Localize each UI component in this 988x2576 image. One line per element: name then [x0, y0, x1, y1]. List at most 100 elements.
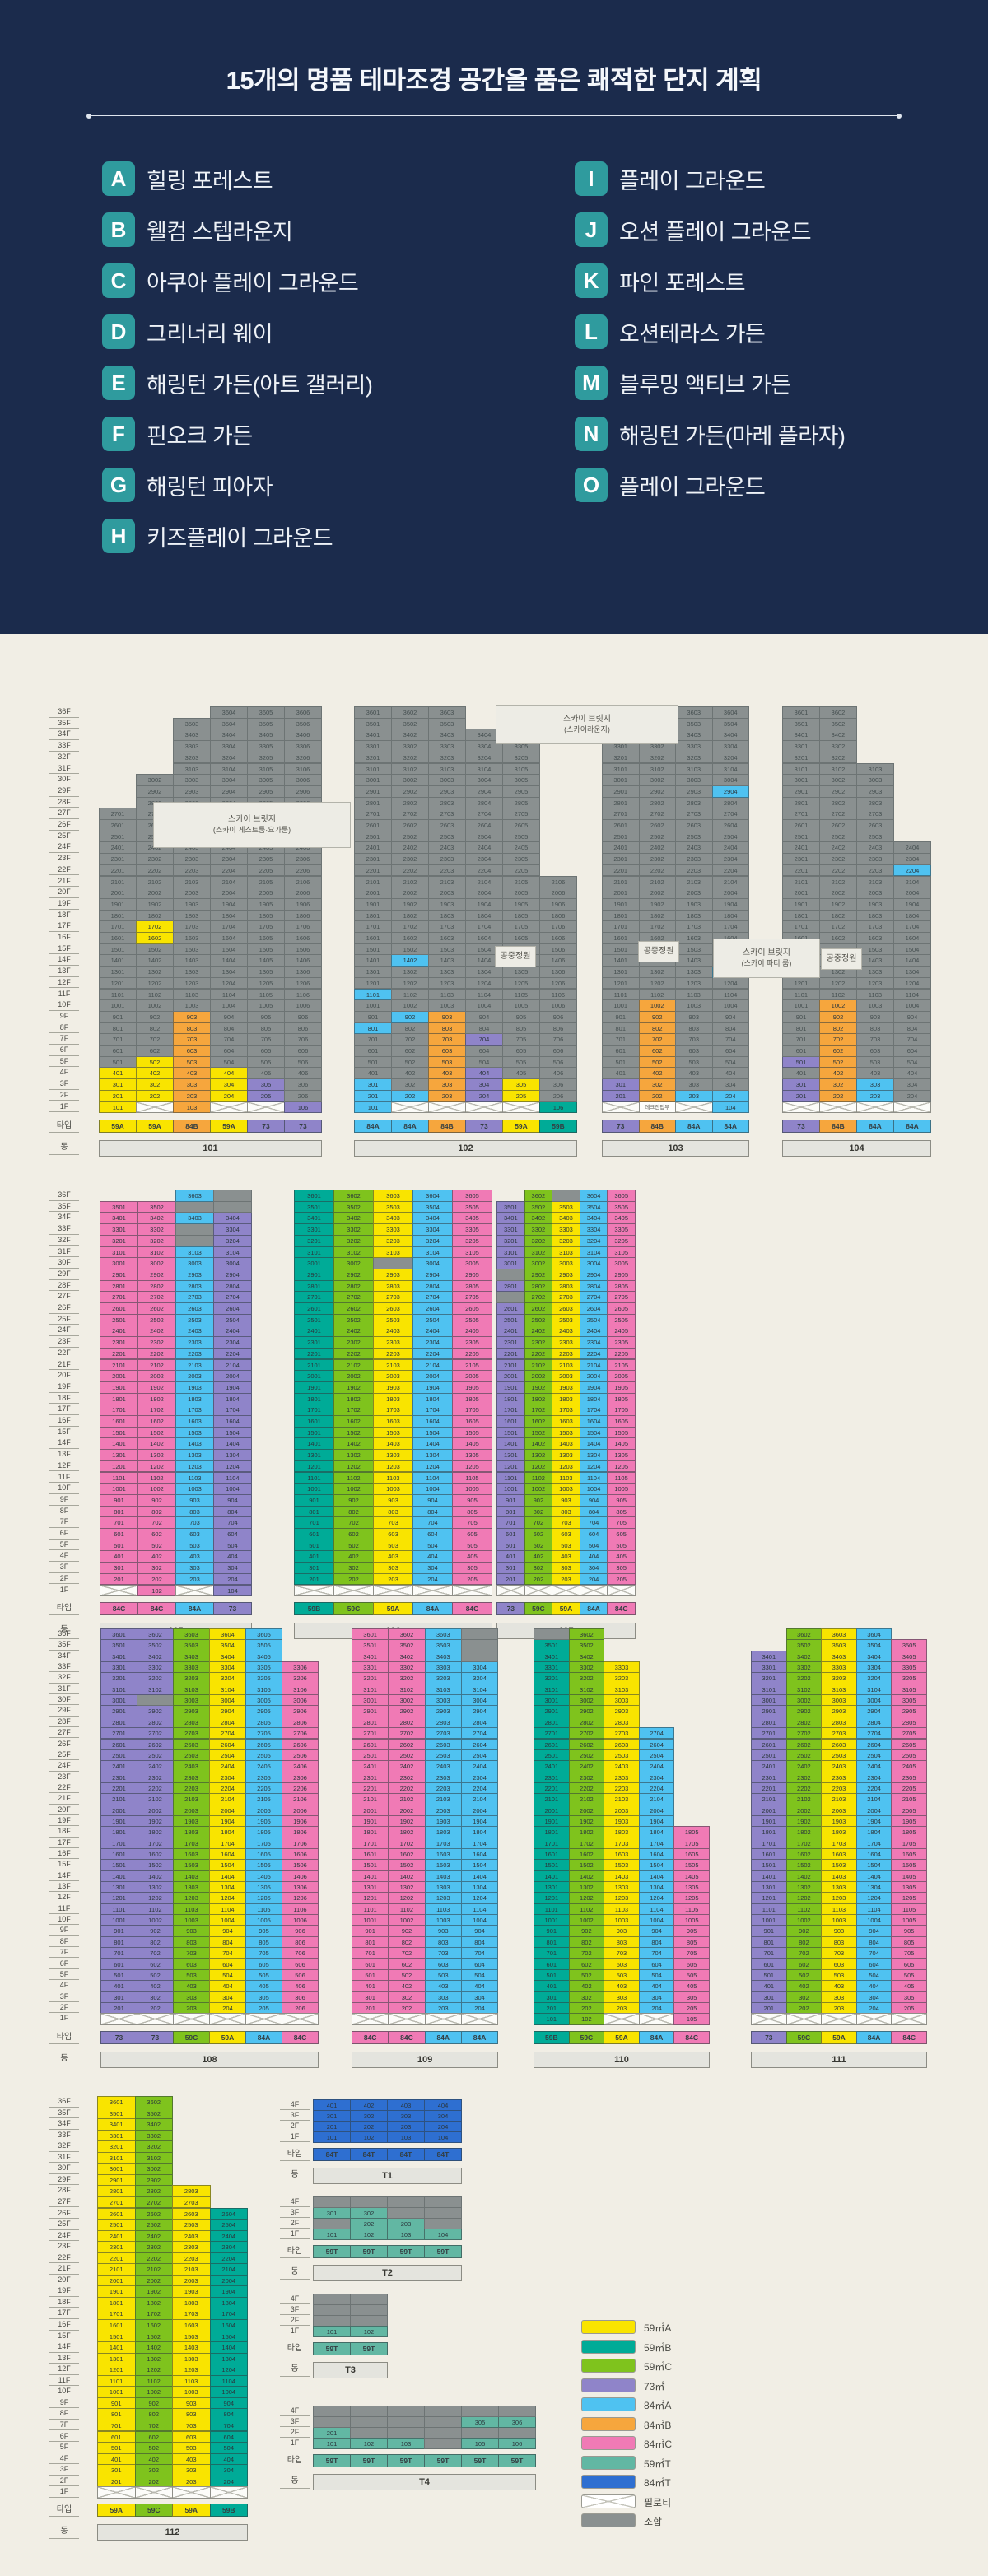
unit-cell: 1605 — [452, 1415, 492, 1428]
union-cell: 704 — [893, 1033, 931, 1046]
unit-cell: 201 — [352, 2001, 389, 2015]
unit-cell: 2503 — [552, 1313, 580, 1326]
unit-cell: 3301 — [534, 1661, 570, 1674]
unit-cell: 3601 — [100, 1628, 137, 1641]
unit-cell: 803 — [821, 1935, 857, 1949]
unit-cell: 1802 — [388, 1826, 426, 1838]
amenity-badge-K: K — [575, 263, 608, 298]
union-cell: 803 — [856, 1022, 894, 1035]
annotation-sky-bridge-2: 스카이 브릿지 (스카이 파티 룸) — [713, 939, 820, 978]
unit-cell: 801 — [97, 2408, 136, 2420]
union-cell: 2102 — [391, 875, 429, 888]
unit-cell: 1104 — [209, 1903, 246, 1916]
unit-cell: 3603 — [175, 1190, 214, 1202]
union-cell: 2903 — [173, 785, 211, 798]
unit-cell: 301 — [352, 1991, 389, 2003]
unit-cell: 205 — [607, 1572, 636, 1586]
unit-cell: 401 — [352, 1980, 389, 1992]
unit-cell: 1803 — [172, 2296, 211, 2309]
unit-cell: 2303 — [373, 1336, 413, 1349]
floor-label-2f: 2F — [49, 1573, 79, 1585]
unit-cell: 2904 — [412, 1268, 453, 1281]
union-cell: 2004 — [210, 887, 248, 899]
type-cell-84A: 84A — [638, 2031, 675, 2044]
dong-label-T4: T4 — [313, 2474, 536, 2490]
unit-cell: 2001 — [496, 1370, 525, 1382]
unit-cell: 904 — [638, 1925, 675, 1937]
unit-cell: 3305 — [452, 1223, 492, 1236]
union-cell: 2101 — [99, 875, 137, 888]
union-cell: 3303 — [675, 740, 713, 752]
unit-cell: 1903 — [821, 1814, 857, 1828]
unit-cell: 403 — [387, 2099, 425, 2111]
unit-cell: 2001 — [100, 1370, 138, 1382]
unit-cell: 1505 — [891, 1859, 927, 1871]
union-cell: 505 — [247, 1055, 285, 1069]
unit-cell: 2104 — [209, 2263, 248, 2276]
unit-cell: 2304 — [209, 2241, 248, 2253]
union-cell: 3204 — [465, 751, 503, 764]
unit-cell: 1002 — [333, 1483, 374, 1495]
type-cell-59B: 59B — [209, 2504, 248, 2517]
floor-label-23f: 23F — [49, 1336, 79, 1348]
union-cell: 2304 — [210, 853, 248, 865]
unit-cell: 3104 — [213, 1246, 252, 1259]
unit-cell: 2906 — [282, 1705, 319, 1717]
union-cell: 2405 — [502, 841, 540, 855]
unit-cell: 1504 — [213, 1426, 252, 1439]
unit-cell: 903 — [424, 1925, 462, 1937]
union-cell — [350, 2406, 388, 2417]
union-cell: 3003 — [428, 774, 466, 786]
axis-type-label: 타입 — [280, 2245, 310, 2258]
union-cell: 2102 — [819, 875, 857, 888]
union-cell: 2402 — [391, 841, 429, 855]
unit-cell: 3503 — [552, 1200, 580, 1213]
unit-cell: 1603 — [821, 1848, 857, 1861]
unit-cell: 2201 — [496, 1347, 525, 1360]
unit-cell: 1105 — [452, 1471, 492, 1484]
unit-cell: 2902 — [134, 2173, 173, 2187]
unit-cell: 3605 — [607, 1190, 636, 1202]
unit-cell: 2602 — [137, 1738, 174, 1750]
unit-cell: 304 — [412, 1562, 453, 1574]
unit-cell: 1601 — [751, 1848, 787, 1861]
unit-cell: 2202 — [568, 1782, 605, 1795]
legend-chip-84B — [581, 2416, 636, 2431]
union-cell: 2501 — [99, 830, 137, 843]
legend-chip-84C — [581, 2436, 636, 2450]
union-cell: 1101 — [602, 988, 640, 1001]
unit-cell: 2704 — [460, 1727, 499, 1740]
type-cell-73: 73 — [284, 1120, 322, 1133]
unit-cell: 1305 — [891, 1881, 927, 1894]
unit-cell: 2605 — [891, 1738, 927, 1750]
floor-label-35f: 35F — [49, 718, 79, 729]
floor-label-27f: 27F — [49, 808, 79, 819]
floor-label-31f: 31F — [49, 2152, 79, 2164]
union-cell: 3102 — [819, 762, 857, 776]
piloti-cell — [209, 2486, 248, 2499]
unit-cell: 1102 — [134, 2374, 173, 2387]
unit-cell: 3304 — [579, 1223, 608, 1236]
union-cell: 1501 — [354, 943, 392, 956]
unit-cell: 1101 — [100, 1471, 138, 1484]
unit-cell: 202 — [134, 2475, 173, 2488]
unit-cell: 2804 — [579, 1279, 608, 1293]
unit-cell: 403 — [172, 2453, 211, 2466]
unit-cell: 3402 — [785, 1650, 823, 1663]
floor-label-15f: 15F — [49, 1427, 79, 1438]
unit-cell: 903 — [173, 1010, 211, 1023]
amenity-legend-right: I 플레이 그라운드 J 오션 플레이 그라운드 K 파인 포레스트 L 오션테라스 가든 M 블… — [575, 153, 846, 510]
floor-label-34f: 34F — [49, 1651, 79, 1662]
unit-cell: 2402 — [785, 1760, 823, 1772]
unit-cell: 3201 — [751, 1672, 787, 1684]
unit-cell: 303 — [173, 1078, 211, 1091]
unit-cell: 2104 — [579, 1358, 608, 1372]
unit-cell: 604 — [213, 1528, 252, 1540]
union-cell: 1004 — [210, 999, 248, 1012]
floor-label-36f: 36F — [49, 1628, 79, 1640]
unit-cell: 1701 — [534, 1837, 570, 1849]
unit-cell: 702 — [137, 1947, 174, 1959]
unit-cell: 1105 — [245, 1903, 282, 1916]
amenity-item-I: I 플레이 그라운드 — [575, 153, 845, 204]
unit-cell: 3503 — [373, 1200, 413, 1213]
